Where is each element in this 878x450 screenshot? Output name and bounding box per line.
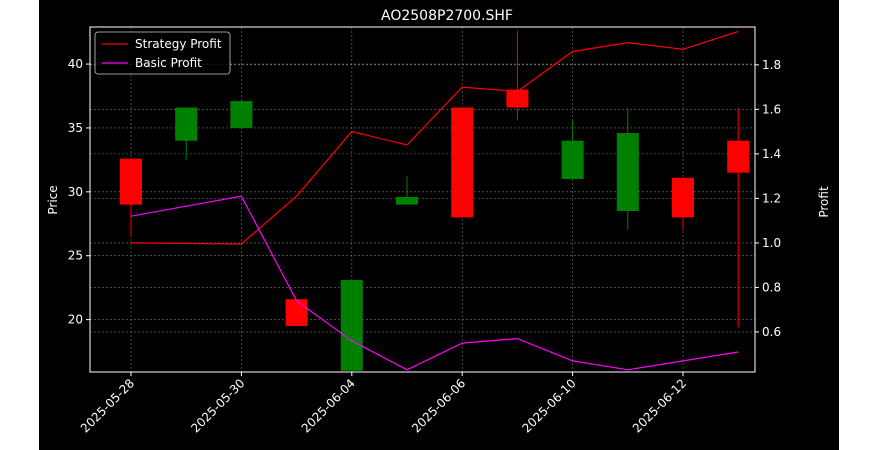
grid-lines: [90, 27, 755, 372]
y-right-tick-label: 0.8: [762, 280, 781, 294]
candle-body: [616, 133, 639, 211]
y-axis-left: 20 25 30 35 40: [68, 57, 90, 327]
y-right-tick-label: 1.2: [762, 191, 781, 205]
y-axis-right: 0.6 0.8 1.0 1.2 1.4 1.6 1.8: [755, 58, 781, 339]
candle-body: [561, 140, 584, 180]
candle-body: [120, 158, 142, 205]
y-left-tick-label: 30: [68, 185, 83, 199]
figure: AO2508P2700.SHF 2025-05-28 2025-05-30 2025…: [39, 0, 839, 450]
candle-body: [175, 107, 198, 141]
x-axis: 2025-05-28 2025-05-30 2025-06-04 2025-06-06…: [78, 372, 689, 435]
chart-title: AO2508P2700.SHF: [381, 8, 513, 24]
candle-body: [672, 177, 694, 218]
x-tick-label: 2025-05-28: [78, 376, 137, 435]
legend-label-strategy-profit: Strategy Profit: [135, 37, 222, 51]
legend-label-basic-profit: Basic Profit: [135, 56, 202, 70]
y-right-tick-label: 1.8: [762, 58, 781, 72]
candle-body: [230, 101, 253, 128]
y-left-tick-label: 35: [68, 121, 83, 135]
line-basic-profit: [130, 195, 739, 371]
y-right-tick-label: 1.4: [762, 147, 781, 161]
candle-body: [340, 280, 363, 371]
plot-area-frame: [89, 26, 756, 373]
line-strategy-profit: [130, 30, 739, 245]
x-tick-label: 2025-06-10: [520, 376, 579, 435]
legend-box: [94, 31, 231, 75]
candle-body: [506, 89, 529, 108]
y-left-tick-label: 25: [68, 249, 83, 263]
y-axis-right-label: Profit: [817, 186, 831, 218]
candle-body: [727, 140, 750, 173]
candle-body: [451, 107, 474, 218]
y-left-tick-label: 20: [68, 313, 83, 327]
x-tick-label: 2025-06-06: [409, 376, 468, 435]
x-tick-label: 2025-06-04: [299, 376, 358, 435]
y-axis-left-label: Price: [46, 185, 60, 214]
candle-body: [285, 299, 308, 326]
y-right-tick-label: 0.6: [762, 325, 781, 339]
profit-lines: [130, 30, 739, 371]
y-right-tick-label: 1.6: [762, 102, 781, 116]
y-left-tick-label: 40: [68, 57, 83, 71]
y-right-tick-label: 1.0: [762, 236, 781, 250]
x-tick-label: 2025-05-30: [188, 376, 247, 435]
candles: [120, 30, 750, 371]
legend: Strategy Profit Basic Profit: [94, 31, 231, 75]
x-tick-label: 2025-06-12: [630, 376, 689, 435]
candlestick-chart: AO2508P2700.SHF 2025-05-28 2025-05-30 2025…: [46, 8, 831, 435]
candle-body: [396, 196, 418, 205]
